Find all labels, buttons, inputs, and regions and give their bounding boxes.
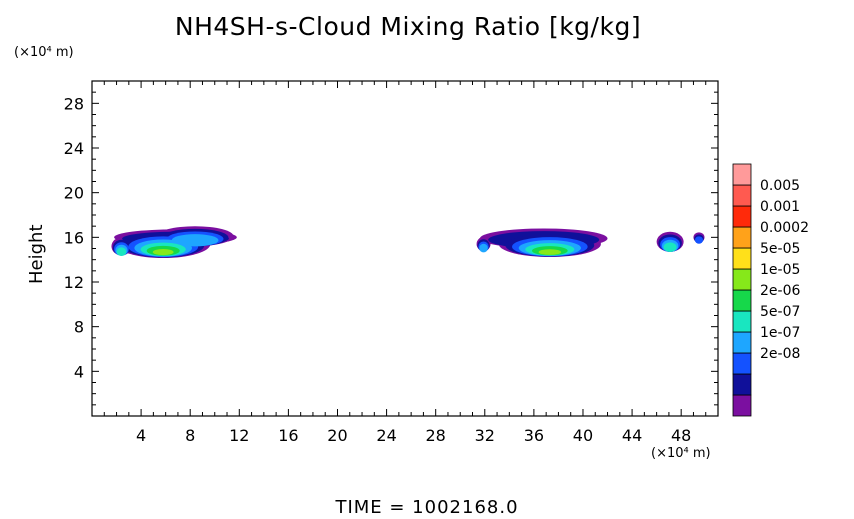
colorbar-swatch bbox=[732, 184, 752, 207]
colorbar-label: 2e-08 bbox=[760, 346, 800, 362]
colorbar-label: 2e-06 bbox=[760, 283, 800, 299]
x-tick-label: 16 bbox=[278, 426, 298, 445]
y-tick-label: 4 bbox=[74, 362, 84, 381]
x-tick-label: 32 bbox=[475, 426, 495, 445]
x-tick-label: 28 bbox=[426, 426, 446, 445]
colorbar-label: 0.0002 bbox=[760, 220, 809, 236]
colorbar-label: 5e-05 bbox=[760, 241, 800, 257]
colorbar-swatch bbox=[732, 247, 752, 270]
colorbar-swatch bbox=[732, 205, 752, 228]
y-tick-label: 12 bbox=[64, 273, 84, 292]
colorbar-label: 5e-07 bbox=[760, 304, 800, 320]
y-axis-unit: (×10⁴ m) bbox=[14, 45, 74, 60]
colorbar-label: 1e-05 bbox=[760, 262, 800, 278]
x-tick-label: 4 bbox=[136, 426, 146, 445]
x-tick-label: 20 bbox=[327, 426, 347, 445]
colorbar: 0.005 0.001 0.0002 5e-05 1e-05 2e-06 5e-07 1e-0… bbox=[732, 163, 809, 417]
cloud-band bbox=[538, 249, 562, 255]
x-tick-label: 48 bbox=[671, 426, 691, 445]
cloud-band bbox=[479, 243, 488, 253]
cloud-band bbox=[694, 236, 704, 244]
colorbar-swatch bbox=[732, 394, 752, 417]
x-tick-label: 24 bbox=[376, 426, 396, 445]
x-tick-label: 44 bbox=[622, 426, 642, 445]
y-tick-label: 28 bbox=[64, 94, 84, 113]
chart-title: NH4SH-s-Cloud Mixing Ratio [kg/kg] bbox=[174, 12, 642, 41]
colorbar-swatch bbox=[732, 226, 752, 249]
x-tick-label: 8 bbox=[185, 426, 195, 445]
y-tick-label: 20 bbox=[64, 184, 84, 203]
time-label: TIME = 1002168.0 bbox=[335, 497, 519, 518]
y-tick-label: 24 bbox=[64, 139, 84, 158]
colorbar-swatch bbox=[732, 352, 752, 375]
y-tick-label: 16 bbox=[64, 228, 84, 247]
colorbar-label: 0.001 bbox=[760, 199, 800, 215]
colorbar-label: 1e-07 bbox=[760, 325, 800, 341]
x-tick-label: 40 bbox=[573, 426, 593, 445]
colorbar-swatch bbox=[732, 163, 752, 186]
colorbar-label: 0.005 bbox=[760, 178, 800, 194]
colorbar-swatch bbox=[732, 310, 752, 333]
colorbar-swatch bbox=[732, 268, 752, 291]
colorbar-swatch bbox=[732, 373, 752, 396]
cloud-band bbox=[116, 247, 127, 256]
cloud-field bbox=[111, 226, 705, 259]
x-tick-label: 36 bbox=[524, 426, 544, 445]
colorbar-swatch bbox=[732, 331, 752, 354]
x-tick-label: 12 bbox=[229, 426, 249, 445]
cloud-band bbox=[663, 242, 677, 252]
x-axis-unit: (×10⁴ m) bbox=[651, 446, 711, 461]
y-tick-label: 8 bbox=[74, 318, 84, 337]
cloud-band bbox=[152, 248, 174, 256]
colorbar-swatch bbox=[732, 289, 752, 312]
cloud-band bbox=[171, 234, 219, 247]
